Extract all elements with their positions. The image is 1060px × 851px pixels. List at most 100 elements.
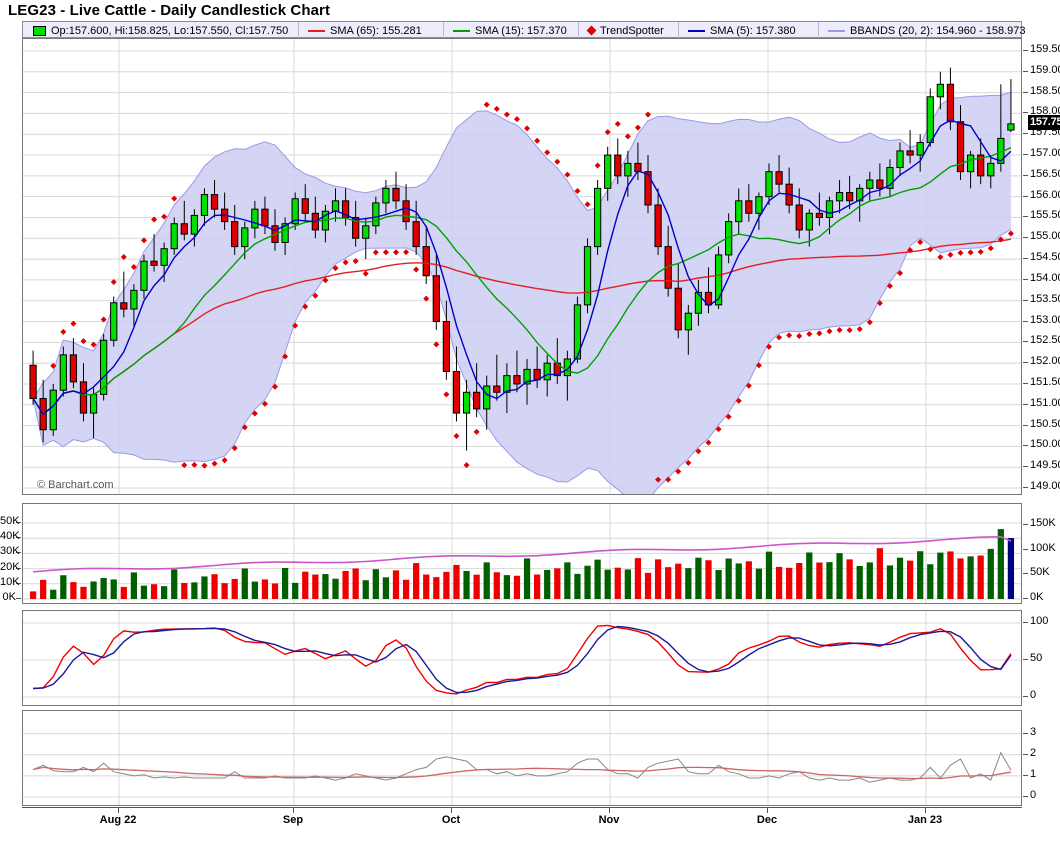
price-axis-label: 155.000 (1030, 230, 1060, 243)
price-tick (1023, 154, 1028, 156)
legend-label: Op:157.600, Hi:158.825, Lo:157.550, Cl:1… (51, 24, 289, 37)
price-tick (1023, 466, 1028, 468)
volume-tick (16, 582, 21, 584)
price-tick (1023, 174, 1028, 176)
open-interest-tick (1023, 548, 1028, 550)
legend-line-swatch (453, 29, 470, 32)
date-tick (767, 808, 768, 813)
volume-axis-label-right: 150K (1030, 516, 1056, 529)
price-tick (1023, 445, 1028, 447)
price-chart-panel[interactable]: © Barchart.com (22, 38, 1022, 495)
volume-axis-label-left: 20K (0, 560, 20, 573)
legend-separator (298, 22, 299, 39)
price-axis-label: 152.000 (1030, 355, 1060, 368)
price-axis-label: 156.000 (1030, 188, 1060, 201)
true-range-axis-label: 2 (1030, 746, 1037, 759)
sma15-legend[interactable]: SMA (15): 157.370 (453, 22, 567, 39)
price-tick (1023, 299, 1028, 301)
legend-separator (678, 22, 679, 39)
legend-diamond-swatch (586, 25, 597, 36)
stochastic-plot (23, 611, 1021, 705)
date-axis-label: Aug 22 (99, 814, 137, 826)
bbands-legend[interactable]: BBANDS (20, 2): 154.960 - 158.973 (828, 22, 1026, 39)
ohlc-legend[interactable]: Op:157.600, Hi:158.825, Lo:157.550, Cl:1… (33, 22, 288, 39)
price-axis-label: 155.500 (1030, 209, 1060, 222)
date-tick (451, 808, 452, 813)
price-axis-label: 152.500 (1030, 334, 1060, 347)
legend-candle-swatch (33, 25, 46, 36)
date-axis-label: Oct (441, 814, 461, 826)
true-range-tick (1023, 796, 1028, 797)
price-axis-label: 156.500 (1030, 167, 1060, 180)
true-range-axis-label: 1 (1030, 767, 1037, 780)
x-axis-line (22, 807, 1022, 808)
price-tick (1023, 91, 1028, 93)
true-range-chart-panel[interactable] (22, 710, 1022, 806)
true-range-axis-label: 3 (1030, 725, 1037, 738)
sma65-legend[interactable]: SMA (65): 155.281 (308, 22, 422, 39)
legend-separator (818, 22, 819, 39)
legend-label: TrendSpotter (600, 24, 664, 37)
price-tick (1023, 278, 1028, 280)
price-tick (1023, 403, 1028, 405)
price-tick (1023, 487, 1028, 488)
volume-tick (16, 552, 21, 554)
stochastic-tick (1023, 622, 1028, 623)
price-axis-label: 149.000 (1030, 480, 1060, 492)
date-axis-label: Dec (756, 814, 778, 826)
date-axis-label: Sep (282, 814, 304, 826)
price-tick (1023, 341, 1028, 343)
price-axis-label: 158.000 (1030, 105, 1060, 118)
legend-separator (578, 22, 579, 39)
stochastic-axis-label: 50 (1030, 652, 1043, 664)
price-tick (1023, 112, 1028, 114)
legend-label: SMA (15): 157.370 (475, 24, 567, 37)
open-interest-tick (1023, 598, 1028, 599)
volume-tick (16, 567, 21, 569)
volume-axis-label-left: 30K (0, 545, 20, 558)
price-axis-label: 159.500 (1030, 43, 1060, 55)
date-tick (118, 808, 119, 813)
true-range-axis-label: 0 (1030, 789, 1037, 801)
price-tick (1023, 382, 1028, 384)
trendspotter-legend[interactable]: TrendSpotter (586, 22, 664, 39)
price-axis-label: 150.500 (1030, 417, 1060, 430)
true-range-tick (1023, 753, 1028, 755)
price-axis-label: 158.500 (1030, 84, 1060, 97)
legend-label: BBANDS (20, 2): 154.960 - 158.973 (850, 24, 1026, 37)
price-legend-bar: Op:157.600, Hi:158.825, Lo:157.550, Cl:1… (22, 21, 1026, 39)
price-tick (1023, 362, 1028, 364)
price-tick (1023, 320, 1028, 322)
stochastic-axis-label: 100 (1030, 615, 1049, 627)
legend-separator (443, 22, 444, 39)
legend-line-swatch (828, 29, 845, 32)
legend-label: SMA (65): 155.281 (330, 24, 422, 37)
volume-axis-label-left: 10K (0, 575, 20, 588)
volume-axis-label-right: 100K (1030, 541, 1056, 554)
price-axis-label: 149.500 (1030, 459, 1060, 472)
legend-line-swatch (308, 29, 325, 32)
open-interest-tick (1023, 573, 1028, 575)
date-tick (293, 808, 294, 813)
page-title: LEG23 - Live Cattle - Daily Candlestick … (8, 2, 331, 19)
price-tick (1023, 50, 1028, 51)
stochastic-axis-label: 0 (1030, 689, 1037, 701)
price-tick (1023, 237, 1028, 239)
volume-tick (16, 598, 21, 599)
open-interest-tick (1023, 523, 1028, 525)
volume-tick (16, 537, 21, 539)
date-axis-label: Jan 23 (907, 814, 943, 826)
volume-axis-label-right: 50K (1030, 566, 1050, 579)
volume-plot (23, 504, 1021, 603)
stochastic-tick (1023, 659, 1028, 660)
price-tick (1023, 195, 1028, 197)
price-axis-label: 153.000 (1030, 313, 1060, 326)
true-range-tick (1023, 732, 1028, 734)
stochastic-chart-panel[interactable] (22, 610, 1022, 706)
true-range-tick (1023, 774, 1028, 776)
stochastic-tick (1023, 696, 1028, 697)
volume-chart-panel[interactable] (22, 503, 1022, 604)
sma5-legend[interactable]: SMA (5): 157.380 (688, 22, 796, 39)
volume-axis-label-right: 0K (1030, 591, 1044, 603)
